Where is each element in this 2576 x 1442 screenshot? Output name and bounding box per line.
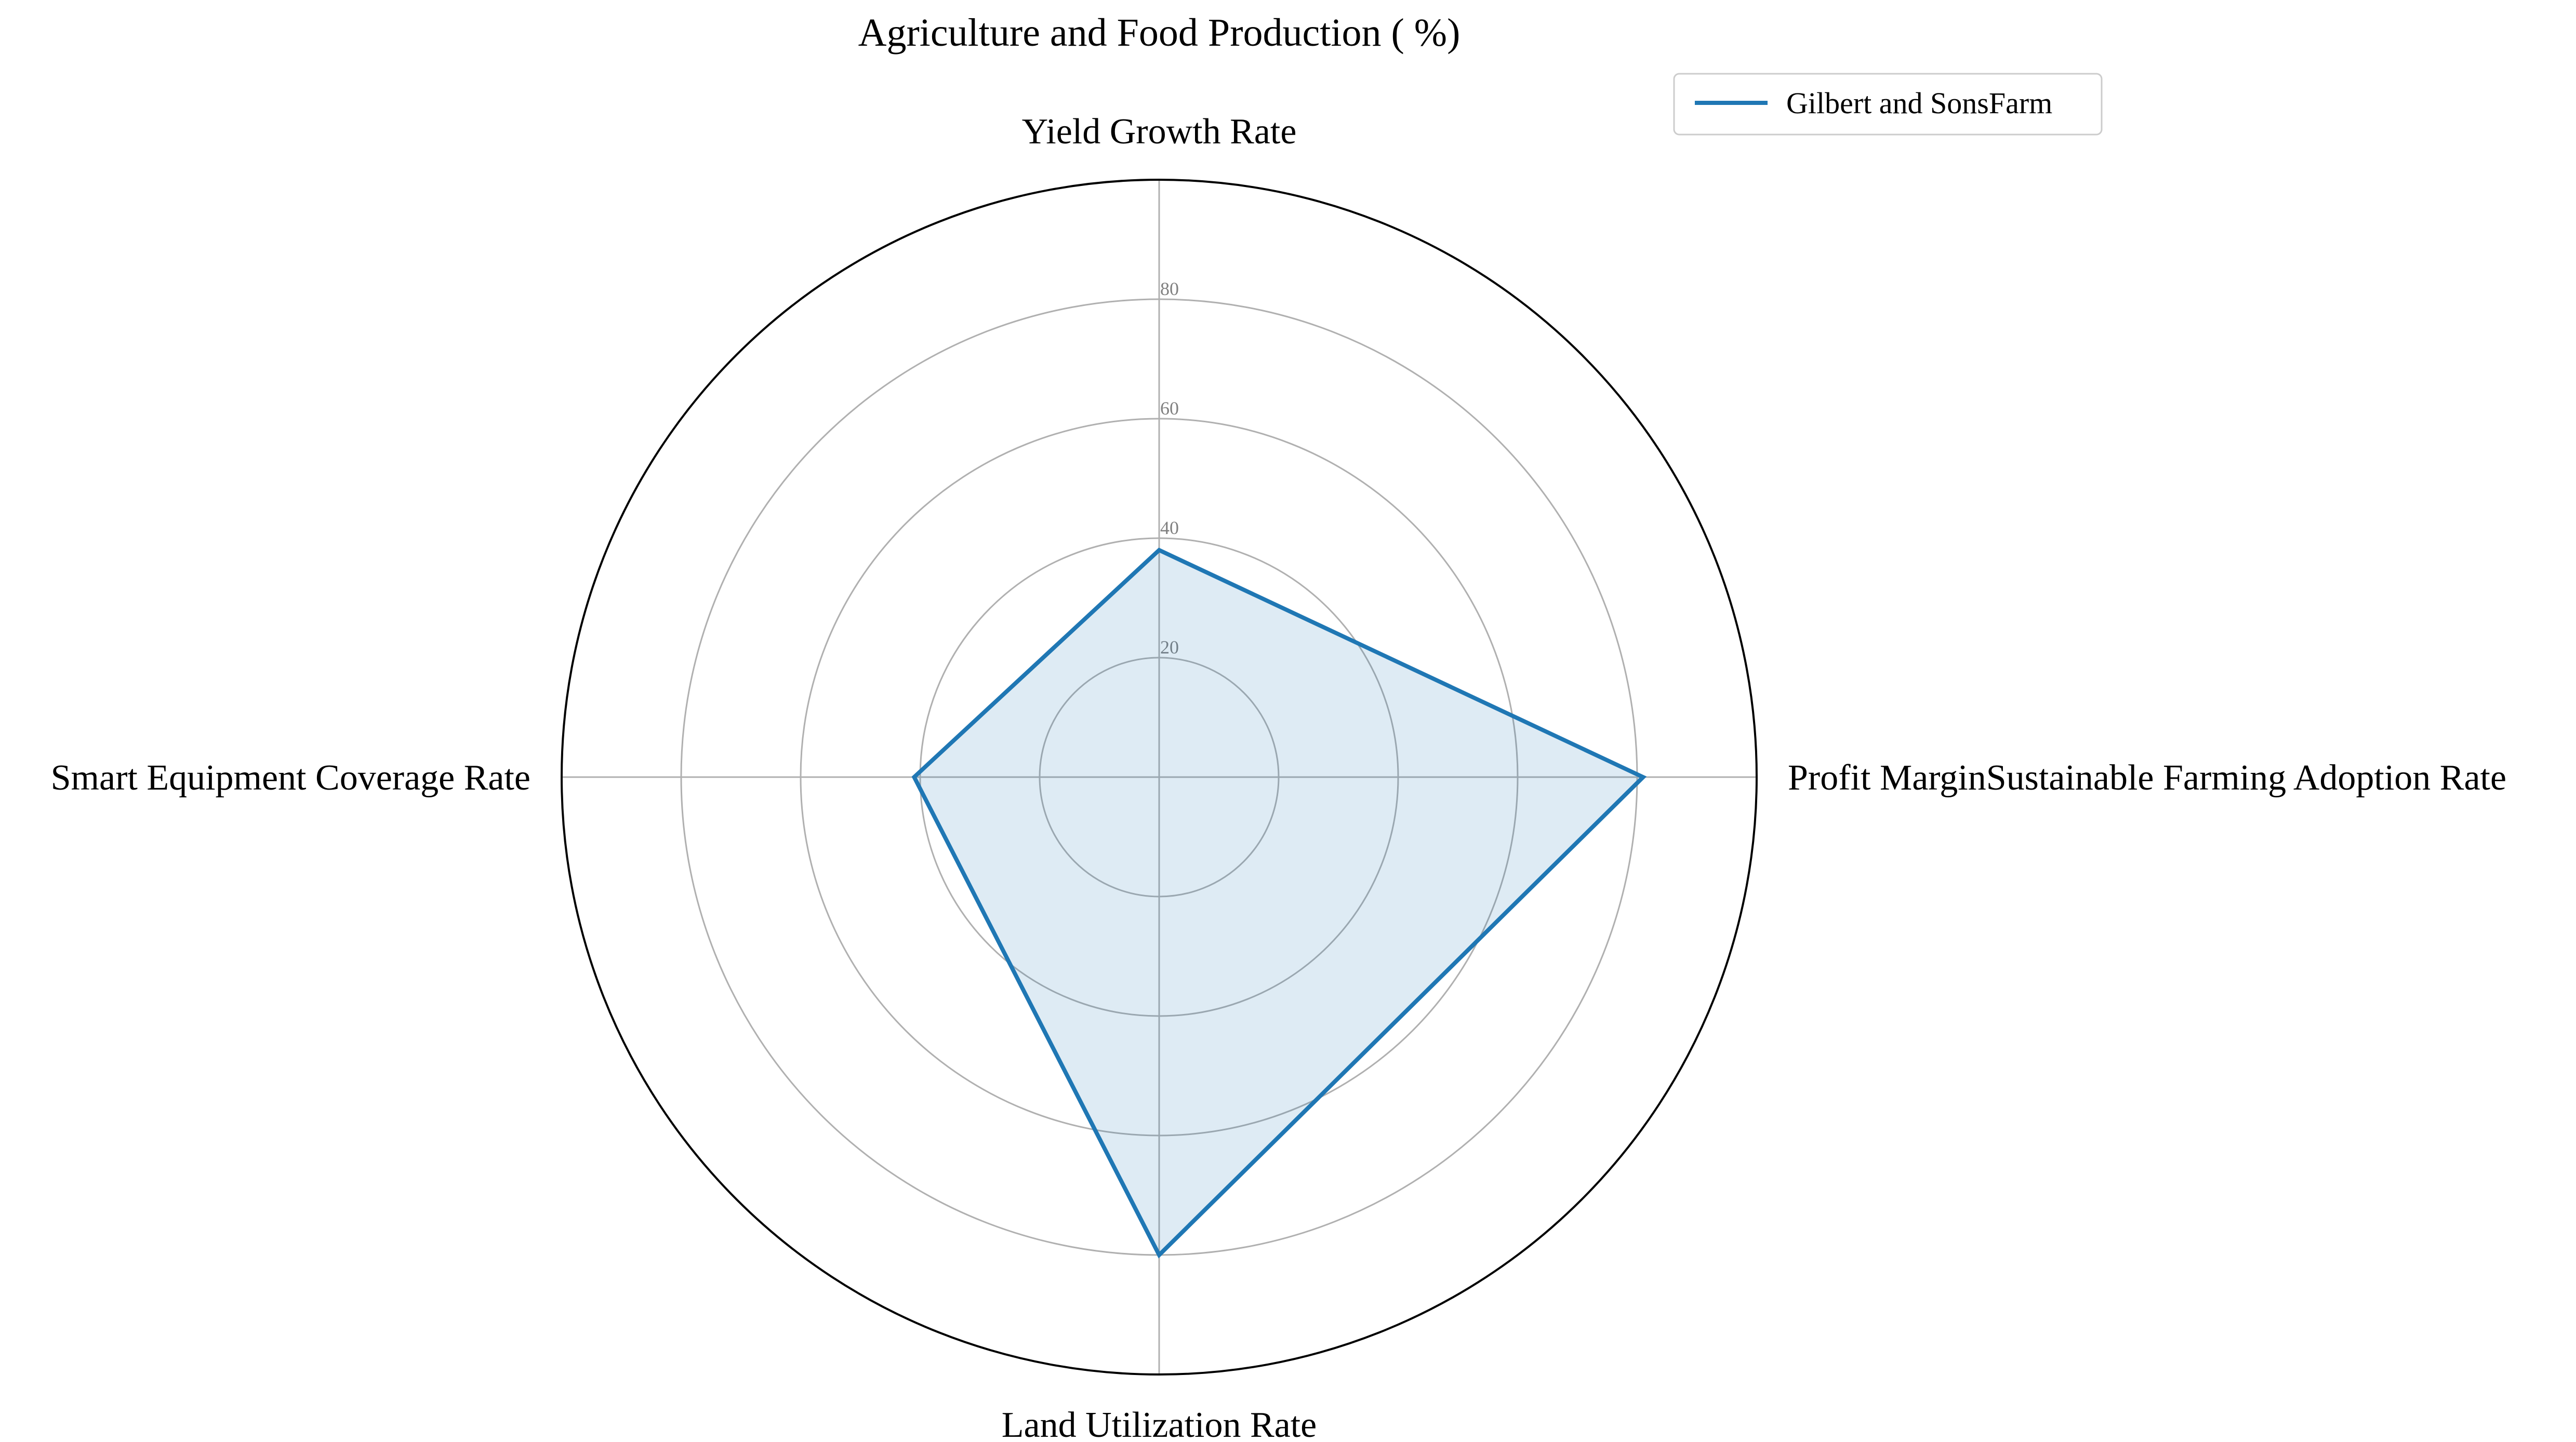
axis-labels: Yield Growth Rate Profit MarginSustainabl… bbox=[51, 112, 2506, 1442]
axis-label-4: Smart Equipment Coverage Rate bbox=[51, 758, 530, 798]
legend-label-series-1: Gilbert and SonsFarm bbox=[1786, 86, 2052, 120]
radial-tick-labels: 20 40 60 80 bbox=[1160, 278, 1179, 658]
legend-frame bbox=[1673, 73, 2103, 136]
radial-tick-label: 60 bbox=[1160, 398, 1179, 419]
series-line-1 bbox=[911, 548, 1647, 1259]
legend: Gilbert and SonsFarm bbox=[1673, 73, 2103, 136]
radial-tick-label: 40 bbox=[1160, 517, 1179, 538]
series-layer bbox=[911, 548, 1647, 1259]
grid-spokes bbox=[562, 180, 1757, 1374]
series-area-1 bbox=[914, 550, 1643, 1255]
radial-tick-label: 20 bbox=[1160, 637, 1179, 658]
radial-tick-label: 80 bbox=[1160, 278, 1179, 299]
axis-label-1: Yield Growth Rate bbox=[1022, 112, 1297, 152]
chart-title: Agriculture and Food Production ( %) bbox=[858, 11, 1460, 55]
axis-label-2: Profit MarginSustainable Farming Adoptio… bbox=[1788, 758, 2506, 798]
outer-ring bbox=[561, 179, 1758, 1376]
axis-label-3: Land Utilization Rate bbox=[1002, 1405, 1317, 1442]
